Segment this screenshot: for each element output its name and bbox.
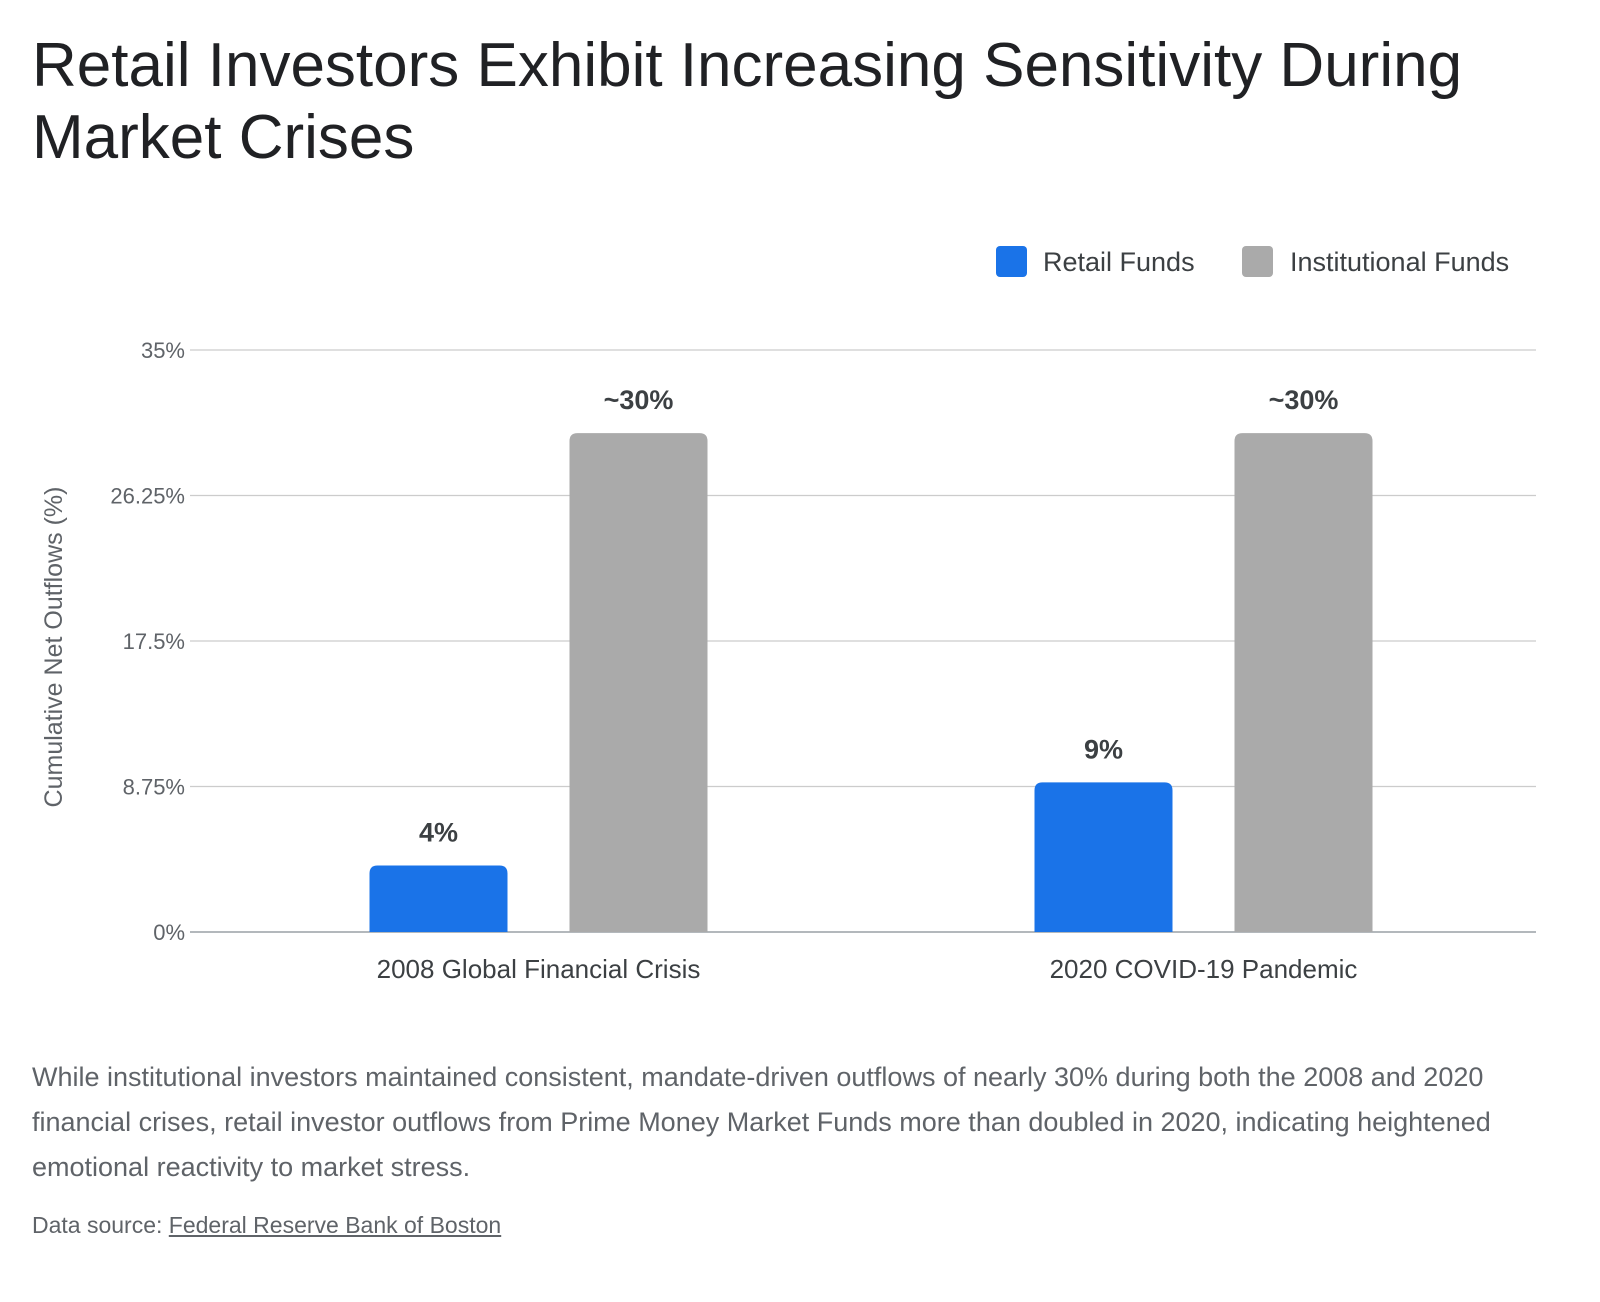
y-tick-label: 8.75% bbox=[123, 775, 185, 800]
data-label: 4% bbox=[419, 817, 458, 847]
y-tick-label: 17.5% bbox=[123, 629, 185, 654]
institutional-bar bbox=[1234, 433, 1373, 932]
chart-caption: While institutional investors maintained… bbox=[32, 1062, 1491, 1182]
data-label: ~30% bbox=[1269, 385, 1339, 415]
retail-bar bbox=[369, 865, 508, 932]
legend-label-institutional: Institutional Funds bbox=[1290, 247, 1509, 277]
bar-chart: Retail Funds Institutional Funds 0% 8.75% 1… bbox=[40, 246, 1536, 984]
institutional-bar bbox=[569, 433, 708, 932]
x-category-label: 2008 Global Financial Crisis bbox=[377, 954, 701, 984]
legend: Retail Funds Institutional Funds bbox=[996, 246, 1509, 277]
legend-swatch-institutional bbox=[1242, 246, 1273, 277]
data-label: 9% bbox=[1084, 734, 1123, 764]
y-axis-title: Cumulative Net Outflows (%) bbox=[40, 487, 68, 808]
y-tick-label: 0% bbox=[153, 920, 185, 945]
legend-label-retail: Retail Funds bbox=[1043, 247, 1195, 277]
data-label: ~30% bbox=[604, 385, 674, 415]
retail-bar bbox=[1034, 782, 1173, 932]
x-category-label: 2020 COVID-19 Pandemic bbox=[1050, 954, 1358, 984]
legend-swatch-retail bbox=[996, 246, 1027, 277]
y-axis-ticks: 0% 8.75% 17.5% 26.25% 35% bbox=[110, 338, 185, 945]
chart-title: Retail Investors Exhibit Increasing Sens… bbox=[32, 31, 1463, 172]
data-source: Data source: Federal Reserve Bank of Bos… bbox=[32, 1212, 501, 1239]
y-tick-label: 35% bbox=[141, 338, 185, 363]
bars: 4% ~30% 9% ~30% bbox=[369, 385, 1373, 932]
source-link[interactable]: Federal Reserve Bank of Boston bbox=[168, 1212, 502, 1238]
y-tick-label: 26.25% bbox=[110, 484, 185, 509]
source-prefix: Data source: bbox=[32, 1212, 169, 1238]
x-axis-labels: 2008 Global Financial Crisis 2020 COVID-1… bbox=[377, 954, 1358, 984]
